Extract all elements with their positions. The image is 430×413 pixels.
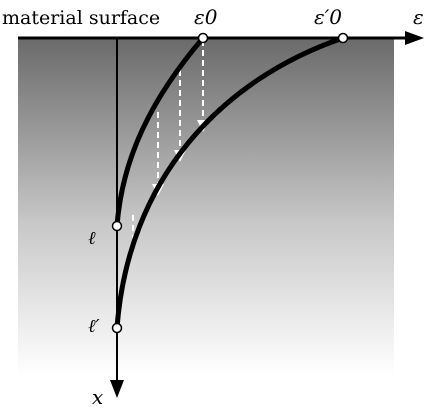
eps0-prime-label: ε′0 xyxy=(314,5,342,29)
x-axis-arrowhead xyxy=(110,380,124,398)
eps0-label: ε0 xyxy=(194,5,218,29)
ell-prime-label: ℓ′ xyxy=(88,316,100,337)
material-surface-label: material surface xyxy=(2,7,160,29)
point-eps0 xyxy=(197,32,209,44)
epsilon-axis-arrowhead xyxy=(405,31,424,45)
point-eps0-prime xyxy=(337,32,349,44)
point-ell xyxy=(111,220,123,232)
strain-curve-increased xyxy=(114,35,344,329)
ell-label: ℓ xyxy=(88,228,96,249)
epsilon-axis-label: ε xyxy=(413,5,424,29)
strain-curve-original xyxy=(114,36,205,227)
point-ell-prime xyxy=(111,322,123,334)
x-axis-label: x xyxy=(92,385,103,409)
material-region xyxy=(18,38,394,376)
